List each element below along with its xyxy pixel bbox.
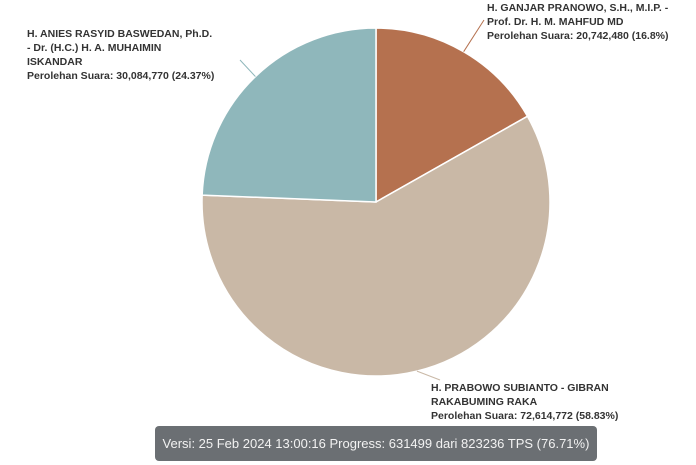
connector-prabowo <box>416 370 441 381</box>
slice-label-value: Perolehan Suara: 72,614,772 (58.83%) <box>431 410 619 422</box>
pie-slice-ganjar <box>375 27 529 204</box>
slice-label-name-line: Prof. Dr. H. M. MAHFUD MD <box>487 16 624 28</box>
slice-label-name-line: H. GANJAR PRANOWO, S.H., M.I.P. - <box>487 2 669 14</box>
slice-label-value: Perolehan Suara: 30,084,770 (24.37%) <box>27 70 215 82</box>
pie-slice-anies <box>201 27 377 203</box>
pie-slice-prabowo <box>201 115 551 377</box>
label-connectors <box>239 19 485 381</box>
slice-label-name-line: RAKABUMING RAKA <box>431 396 538 408</box>
slice-label-name-line: H. ANIES RASYID BASWEDAN, Ph.D. <box>27 28 213 40</box>
pie-slices <box>201 27 551 377</box>
slice-label-prabowo: H. PRABOWO SUBIANTO - GIBRAN RAKABUMING … <box>431 381 618 423</box>
slice-label-name-line: ISKANDAR <box>27 56 83 68</box>
connector-ganjar <box>463 19 485 52</box>
progress-footer: Versi: 25 Feb 2024 13:00:16 Progress: 63… <box>155 426 597 461</box>
slice-label-value: Perolehan Suara: 20,742,480 (16.8%) <box>487 30 669 42</box>
slice-label-anies: H. ANIES RASYID BASWEDAN, Ph.D. - Dr. (H… <box>27 27 214 83</box>
slice-label-name-line: H. PRABOWO SUBIANTO - GIBRAN <box>431 382 609 394</box>
slice-label-name-line: - Dr. (H.C.) H. A. MUHAIMIN <box>27 42 162 54</box>
slice-label-ganjar: H. GANJAR PRANOWO, S.H., M.I.P. - Prof. … <box>487 1 669 43</box>
connector-anies <box>239 59 256 77</box>
